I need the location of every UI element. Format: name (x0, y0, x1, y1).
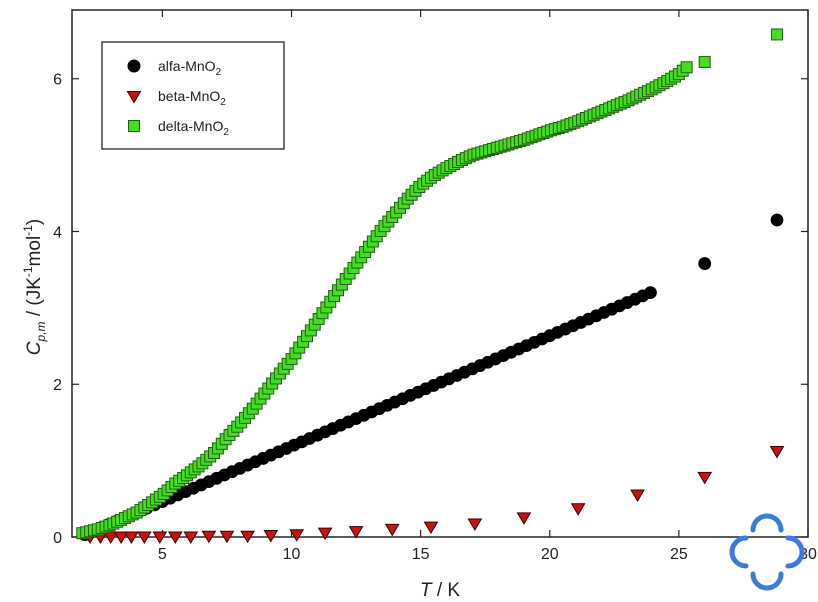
beta-mno2-point (167, 531, 183, 544)
x-tick-label: 5 (158, 546, 167, 563)
beta-mno2-point (348, 526, 364, 539)
beta-mno2-point (384, 523, 400, 537)
y-tick-label: 6 (53, 72, 62, 89)
alfa-mno2-point (770, 213, 784, 227)
watermark-stroke-left (729, 535, 749, 569)
beta-mno2-point (467, 518, 483, 531)
beta-mno2-point (769, 445, 785, 459)
legend-label-alfa: alfa-MnO2 (158, 58, 222, 78)
beta-mno2-point (183, 531, 199, 544)
watermark-stroke-top (750, 513, 784, 533)
beta-mno2-point (516, 512, 532, 525)
beta-mno2-point (630, 489, 645, 502)
legend-marker-beta (126, 91, 142, 104)
beta-mno2-point (317, 527, 333, 541)
delta-mno2-point (771, 28, 784, 41)
beta-mno2-point (289, 529, 305, 542)
beta-mno2-point (423, 521, 439, 535)
x-tick-label: 10 (283, 546, 301, 563)
beta-mno2-point (570, 503, 586, 516)
alfa-mno2-point (644, 286, 657, 299)
data-marks (76, 28, 785, 544)
beta-mno2-point (240, 530, 255, 544)
legend-label-beta: beta-MnO2 (158, 88, 226, 108)
plot-area (71, 9, 809, 538)
y-tick-label: 0 (53, 530, 62, 547)
beta-mno2-point (201, 530, 217, 544)
watermark-stroke-bottom (750, 571, 784, 591)
y-axis-title: Cp,m / (JK-1mol-1) (21, 219, 48, 355)
x-tick-label: 15 (412, 546, 430, 563)
legend-marker-delta (128, 120, 140, 132)
y-tick-label: 4 (53, 224, 62, 241)
beta-mno2-point (136, 531, 152, 544)
x-tick-label: 25 (670, 546, 688, 563)
legend-marker-alfa (127, 59, 141, 73)
watermark-stroke-right (785, 535, 805, 569)
alfa-mno2-point (698, 257, 712, 270)
beta-mno2-point (124, 531, 139, 544)
plot-frame (71, 9, 809, 538)
delta-mno2-point (680, 61, 693, 74)
delta-mno2-point (698, 55, 711, 68)
y-tick-label: 2 (53, 377, 62, 394)
beta-mno2-point (113, 531, 129, 544)
beta-mno2-point (263, 529, 279, 543)
axis-ticks (72, 10, 809, 538)
x-axis-title: T / K (420, 580, 460, 601)
beta-mno2-point (219, 530, 235, 544)
legend-label-delta: delta-MnO2 (158, 118, 229, 138)
legend: alfa-MnO2 beta-MnO2 delta-MnO2 (101, 41, 285, 150)
beta-mno2-point (697, 471, 713, 485)
x-tick-label: 20 (541, 546, 559, 563)
beta-mno2-point (152, 531, 168, 544)
watermark-logo (729, 513, 805, 591)
